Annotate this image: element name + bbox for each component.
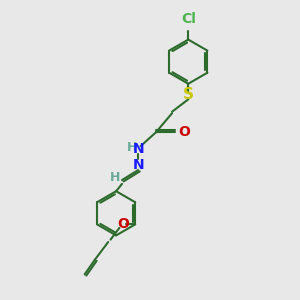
Text: N: N [132,158,144,172]
Text: H: H [110,172,121,184]
Text: Cl: Cl [181,12,196,26]
Text: N: N [132,142,144,155]
Text: O: O [178,125,190,139]
Text: S: S [183,87,194,102]
Text: H: H [127,141,137,154]
Text: O: O [117,217,129,231]
